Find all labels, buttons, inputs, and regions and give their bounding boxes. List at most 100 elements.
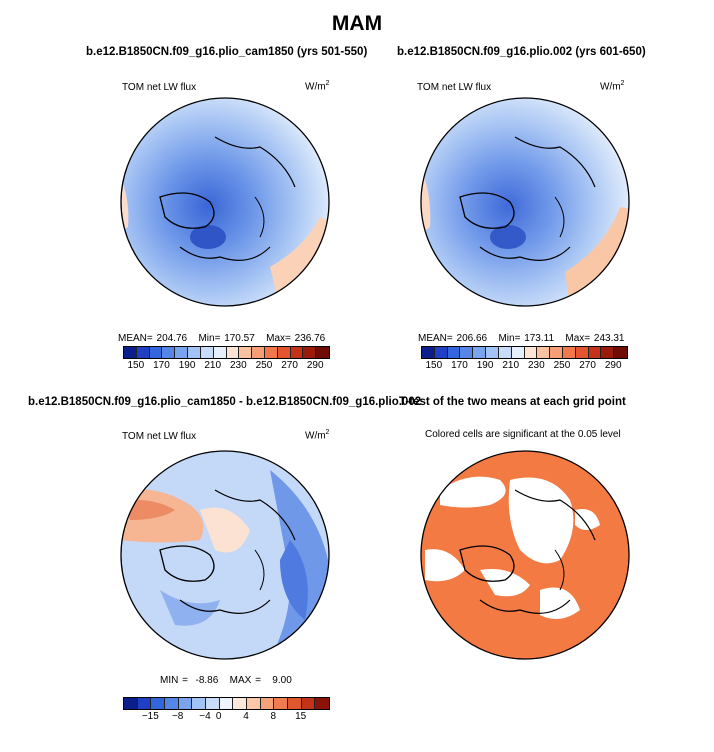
colorbar-tick-label: 250 [255, 360, 273, 371]
variable-label-top-right: TOM net LW flux [417, 82, 492, 93]
colorbar-top-left [123, 346, 330, 359]
nonsignificant-region-4 [480, 569, 530, 597]
colorbar-swatch-14 [601, 347, 615, 358]
colorbar-swatch-3 [460, 347, 474, 358]
units-label-top-right: W/m2 [600, 80, 625, 93]
colorbar-tick-label: 270 [579, 360, 596, 371]
colorbar-tick-label: 190 [178, 360, 196, 371]
coastline-america-top-left [179, 246, 271, 261]
colorbar-tick-label: 150 [127, 360, 145, 371]
coastline-greenland-top-left [159, 192, 215, 229]
map-border-top-left [120, 97, 330, 307]
colorbar-swatch-9 [537, 347, 551, 358]
units-label-bottom-left: W/m2 [305, 429, 330, 442]
colorbar-swatch-6 [498, 347, 512, 358]
coastline-eurasia-top-right [514, 136, 596, 188]
colorbar-swatch-10 [550, 347, 563, 358]
map-border-top-right [420, 97, 630, 307]
colorbar-swatch-0 [124, 698, 138, 709]
colorbar-swatch-15 [614, 347, 627, 358]
panel-subtitle-bottom-right: Colored cells are significant at the 0.0… [425, 429, 621, 440]
panel-title-bottom-right: T-test of the two means at each grid poi… [399, 396, 626, 408]
colorbar-swatch-2 [447, 347, 461, 358]
colorbar-tick-label: 230 [229, 360, 247, 371]
colorbar-top-right [421, 346, 628, 359]
colorbar-swatch-1 [434, 347, 448, 358]
colorbar-swatch-1 [136, 347, 150, 358]
colorbar-swatch-7 [511, 347, 525, 358]
strong-negative-anomaly-bottom-left [280, 540, 308, 620]
colorbar-swatch-5 [188, 347, 201, 358]
coastline-greenland-bottom-right [459, 545, 515, 582]
colorbar-swatch-10 [252, 347, 265, 358]
colorbar-swatch-14 [315, 698, 329, 709]
colorbar-ticks-bottom-left: −15 −8 −4 0 4 8 15 [123, 711, 328, 723]
nonsignificant-region-2 [508, 477, 574, 564]
colorbar-swatch-12 [287, 698, 302, 709]
colorbar-swatch-13 [301, 698, 316, 709]
colorbar-swatch-8 [233, 698, 247, 709]
nonsignificant-region-1 [440, 476, 506, 508]
coastline-islands-top-left [254, 196, 265, 238]
nonsignificant-region-6 [575, 509, 600, 530]
coastline-greenland-bottom-left [159, 545, 215, 582]
colorbar-ticks-top-left: 150 170 190 210 230 250 270 290 [123, 360, 328, 372]
figure-title: MAM [331, 12, 383, 35]
map-border-bottom-left [120, 450, 330, 660]
colorbar-tick-label: 270 [281, 360, 298, 371]
colorbar-swatch-3 [164, 698, 179, 709]
weak-positive-anomaly-bottom-left [200, 507, 250, 553]
colorbar-swatch-5 [192, 698, 206, 709]
colorbar-tick-label: 170 [451, 360, 468, 371]
stats-top-right: MEAN= 206.66 Min= 173.11 Max= 243.31 [418, 333, 625, 344]
colorbar-tick-label: 170 [153, 360, 170, 371]
polar-map-top-right [420, 97, 630, 307]
colorbar-swatch-0 [422, 347, 435, 358]
polar-map-bottom-right [420, 450, 630, 660]
colorbar-bottom-left [123, 697, 330, 710]
panel-title-top-left: b.e12.B1850CN.f09_g16.plio_cam1850 (yrs … [86, 46, 368, 58]
colorbar-tick-label: 290 [306, 360, 324, 371]
colorbar-swatch-13 [588, 347, 602, 358]
colorbar-swatch-9 [246, 698, 261, 709]
colorbar-swatch-11 [562, 347, 576, 358]
colorbar-tick-label: 15 [295, 711, 307, 722]
colorbar-tick-label: −15 [141, 711, 159, 722]
colorbar-tick-label: −4 [199, 711, 211, 722]
colorbar-swatch-2 [151, 698, 165, 709]
colorbar-swatch-14 [303, 347, 317, 358]
colorbar-swatch-11 [264, 347, 278, 358]
colorbar-tick-label: 210 [502, 360, 520, 371]
colorbar-swatch-2 [149, 347, 163, 358]
colorbar-ticks-top-right: 150 170 190 210 230 250 270 290 [421, 360, 626, 372]
coastline-eurasia-bottom-left [214, 489, 296, 541]
colorbar-swatch-9 [239, 347, 253, 358]
colorbar-tick-label: −8 [171, 711, 184, 722]
colorbar-swatch-5 [486, 347, 499, 358]
colorbar-swatch-15 [316, 347, 329, 358]
coastline-america-bottom-right [479, 599, 571, 614]
stats-top-left: MEAN= 204.76 Min= 170.57 Max= 236.76 [118, 333, 326, 344]
colorbar-tick-label: 210 [204, 360, 222, 371]
polar-map-bottom-left [120, 450, 330, 660]
coastline-america-bottom-left [179, 599, 271, 614]
coastline-eurasia-top-left [214, 136, 296, 188]
colorbar-swatch-3 [162, 347, 176, 358]
colorbar-swatch-4 [175, 347, 189, 358]
cold-core-top-left [190, 225, 226, 249]
coastline-greenland-top-right [459, 192, 515, 229]
colorbar-swatch-8 [226, 347, 240, 358]
colorbar-swatch-4 [473, 347, 487, 358]
strong-positive-anomaly-bottom-left [125, 499, 175, 520]
colorbar-tick-label: 8 [270, 711, 277, 722]
coastline-eurasia-bottom-right [514, 489, 596, 541]
panel-title-bottom-left: b.e12.B1850CN.f09_g16.plio_cam1850 - b.e… [28, 396, 422, 408]
nonsignificant-region-5 [540, 587, 580, 619]
nonsignificant-region-3 [425, 549, 465, 582]
colorbar-swatch-12 [575, 347, 589, 358]
variable-label-top-left: TOM net LW flux [122, 82, 197, 93]
colorbar-swatch-8 [524, 347, 538, 358]
colorbar-tick-label: 190 [476, 360, 494, 371]
colorbar-swatch-0 [124, 347, 137, 358]
colorbar-tick-label: 150 [425, 360, 443, 371]
